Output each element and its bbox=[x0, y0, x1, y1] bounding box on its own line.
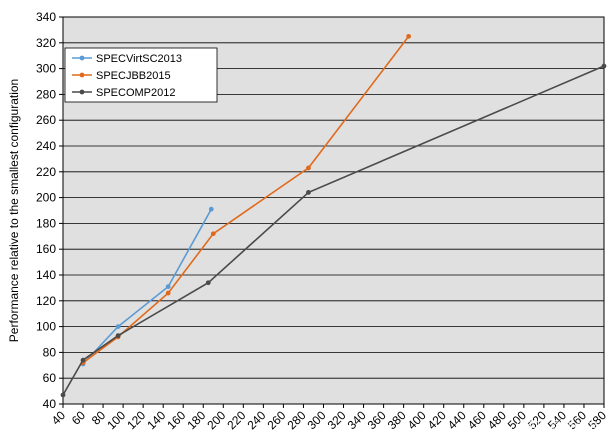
data-point bbox=[210, 231, 216, 237]
x-tick-label: 460 bbox=[465, 408, 489, 432]
legend-item: SPECOMP2012 bbox=[72, 87, 175, 99]
legend-label: SPECOMP2012 bbox=[96, 87, 175, 99]
x-tick-label: 480 bbox=[485, 408, 509, 432]
x-tick-label: 100 bbox=[104, 408, 128, 432]
legend-swatch-marker bbox=[79, 89, 85, 95]
data-point bbox=[80, 357, 86, 363]
y-axis: 40 60 80 100 120 140 160 180 200 220 240 260 280 300 3… bbox=[36, 10, 63, 411]
data-point bbox=[406, 33, 412, 39]
x-tick-label: 200 bbox=[204, 408, 228, 432]
data-point bbox=[165, 284, 171, 290]
legend-item: SPECVirtSC2013 bbox=[72, 53, 182, 65]
x-tick-label: 320 bbox=[325, 408, 349, 432]
x-tick-label: 140 bbox=[144, 408, 168, 432]
x-tick-label: 120 bbox=[124, 408, 148, 432]
y-tick-label: 240 bbox=[36, 139, 56, 153]
x-tick-label: 160 bbox=[164, 408, 188, 432]
y-tick-label: 300 bbox=[36, 62, 56, 76]
legend-label: SPECVirtSC2013 bbox=[96, 53, 182, 65]
y-tick-label: 140 bbox=[36, 268, 56, 282]
y-tick-label: 280 bbox=[36, 87, 56, 101]
y-tick-label: 100 bbox=[36, 320, 56, 334]
x-tick-label: 340 bbox=[345, 408, 369, 432]
x-tick-label: 400 bbox=[405, 408, 429, 432]
x-tick-label: 180 bbox=[184, 408, 208, 432]
data-point bbox=[306, 165, 311, 171]
data-point bbox=[601, 63, 607, 69]
legend-swatch-marker bbox=[79, 72, 85, 78]
y-tick-label: 40 bbox=[43, 397, 57, 411]
data-point bbox=[205, 280, 211, 286]
series-2 bbox=[60, 63, 607, 398]
data-point bbox=[115, 324, 121, 329]
data-point bbox=[165, 290, 171, 296]
watermark: CSDN @Tina-nz bbox=[516, 419, 598, 431]
y-tick-label: 120 bbox=[36, 294, 56, 308]
x-tick-label: 220 bbox=[224, 408, 248, 432]
x-tick-label: 420 bbox=[425, 408, 449, 432]
x-tick-label: 280 bbox=[285, 408, 309, 432]
series-0 bbox=[80, 206, 214, 367]
y-tick-label: 80 bbox=[43, 345, 57, 359]
data-point bbox=[60, 392, 66, 398]
legend-label: SPECJBB2015 bbox=[96, 70, 171, 82]
legend-item: SPECJBB2015 bbox=[72, 70, 171, 82]
y-tick-label: 60 bbox=[43, 371, 57, 385]
y-tick-label: 220 bbox=[36, 165, 56, 179]
series-layer bbox=[60, 33, 607, 398]
x-tick-label: 440 bbox=[445, 408, 469, 432]
y-tick-label: 200 bbox=[36, 191, 56, 205]
legend: SPECVirtSC2013 SPECJBB2015 SPECOMP2012 bbox=[64, 47, 218, 103]
y-tick-label: 320 bbox=[36, 36, 56, 50]
y-tick-label: 180 bbox=[36, 216, 56, 230]
x-tick-label: 360 bbox=[365, 408, 389, 432]
series-line bbox=[82, 35, 410, 364]
x-tick-label: 60 bbox=[69, 408, 89, 428]
y-tick-label: 340 bbox=[36, 10, 56, 24]
x-tick-label: 240 bbox=[244, 408, 268, 432]
y-tick-label: 160 bbox=[36, 242, 56, 256]
data-point bbox=[306, 190, 311, 195]
x-tick-label: 300 bbox=[305, 408, 329, 432]
data-point bbox=[115, 333, 121, 339]
data-point bbox=[208, 206, 214, 212]
series-line bbox=[82, 208, 212, 365]
legend-swatch-marker bbox=[79, 55, 85, 61]
y-axis-title: Performance relative to the smallest con… bbox=[7, 79, 21, 342]
x-tick-label: 260 bbox=[264, 408, 288, 432]
x-tick-label: 380 bbox=[385, 408, 409, 432]
y-tick-label: 260 bbox=[36, 113, 56, 127]
series-line bbox=[62, 65, 605, 396]
